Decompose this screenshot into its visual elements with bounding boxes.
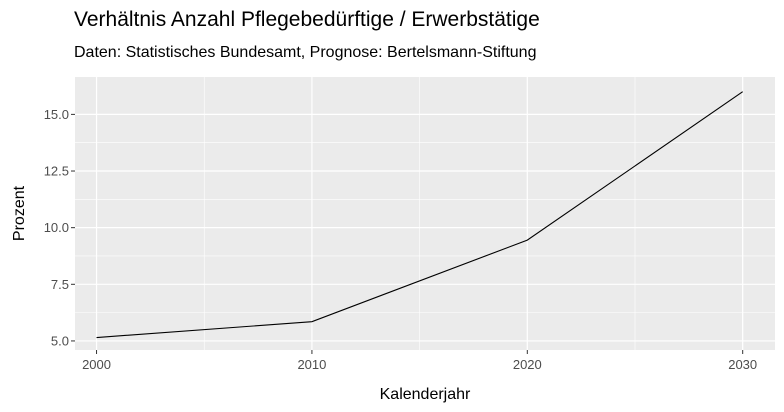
series-line: [96, 91, 744, 339]
y-axis-title: Prozent: [11, 185, 28, 241]
y-tick-label: 5.0: [51, 333, 69, 348]
x-tick-label: 2020: [513, 357, 542, 372]
plot-panel: [75, 77, 775, 350]
grid-minor: [75, 77, 775, 350]
y-tick-label: 15.0: [44, 107, 69, 122]
y-tick-label: 12.5: [44, 164, 69, 179]
x-tick-label: 2030: [728, 357, 757, 372]
x-tick-label: 2010: [297, 357, 326, 372]
y-axis: 5.0 7.5 10.0 12.5 15.0: [44, 107, 75, 348]
chart-subtitle: Daten: Statistisches Bundesamt, Prognose…: [74, 44, 537, 61]
grid-major: [75, 77, 775, 350]
series-layer: [96, 91, 744, 339]
chart-title: Verhältnis Anzahl Pflegebedürftige / Erw…: [74, 8, 540, 31]
y-tick-label: 7.5: [51, 277, 69, 292]
y-tick-label: 10.0: [44, 220, 69, 235]
x-tick-label: 2000: [82, 357, 111, 372]
x-axis-title: Kalenderjahr: [380, 386, 471, 403]
x-axis: 2000 2010 2020 2030: [82, 350, 757, 372]
